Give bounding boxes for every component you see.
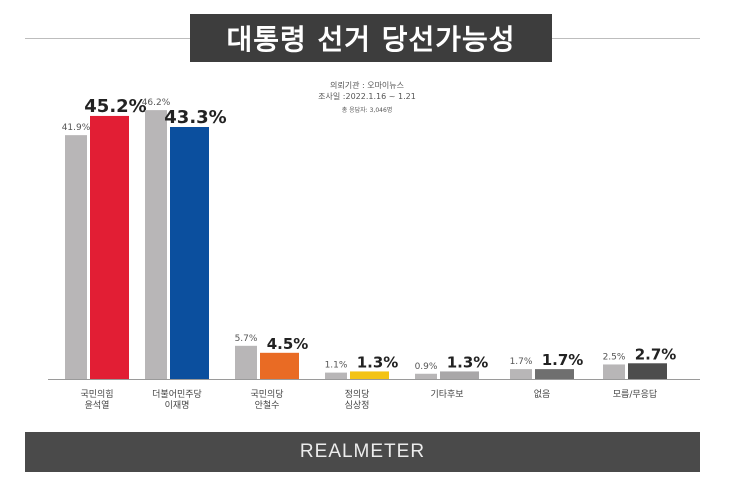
bar-current	[535, 369, 574, 379]
bar-previous	[65, 135, 87, 379]
category-label: 모름/무응답	[613, 388, 657, 400]
data-label-previous: 2.5%	[603, 352, 626, 362]
bar-previous	[415, 373, 437, 379]
survey-client: 의뢰기관 : 오마이뉴스	[329, 81, 405, 90]
data-label-previous: 5.7%	[235, 334, 258, 344]
category-label: 국민의당	[250, 389, 283, 400]
data-label-previous: 46.2%	[142, 98, 171, 108]
data-label-current: 43.3%	[164, 107, 226, 128]
bar-previous	[145, 110, 167, 379]
data-label-current: 1.3%	[357, 353, 399, 371]
data-label-current: 4.5%	[267, 335, 309, 353]
bar-current	[440, 371, 479, 379]
category-label: 없음	[534, 389, 551, 400]
data-label-previous: 1.1%	[325, 361, 348, 371]
bar-current	[628, 363, 667, 379]
data-label-previous: 41.9%	[62, 123, 91, 133]
category-label: 윤석열	[85, 400, 110, 411]
category-label: 정의당	[345, 389, 370, 400]
category-label: 안철수	[255, 400, 280, 411]
survey-info: 의뢰기관 : 오마이뉴스 조사일 :2022.1.16 ~ 1.21 총 응답자…	[312, 80, 422, 116]
category-label: 더불어민주당	[152, 389, 202, 400]
footer-brand: REALMETER	[25, 432, 700, 472]
title-rule-left	[25, 38, 190, 39]
bar-previous	[325, 372, 347, 379]
data-label-current: 1.3%	[447, 353, 489, 371]
bar-previous	[235, 345, 257, 379]
category-label: 국민의힘	[80, 389, 113, 400]
data-label-previous: 0.9%	[415, 362, 438, 372]
data-label-previous: 1.7%	[510, 357, 533, 367]
bar-current	[350, 371, 389, 379]
chart-title: 대통령 선거 당선가능성	[190, 14, 552, 62]
title-rule-right	[552, 38, 700, 39]
data-label-current: 2.7%	[635, 345, 677, 363]
category-label: 기타후보	[430, 389, 463, 400]
data-label-current: 45.2%	[84, 96, 146, 117]
survey-respondents: 총 응답자: 3,046명	[341, 107, 393, 114]
category-label: 심상정	[345, 400, 370, 411]
bar-current	[170, 126, 209, 379]
data-label-current: 1.7%	[542, 351, 584, 369]
bar-previous	[603, 364, 625, 379]
survey-date: 조사일 :2022.1.16 ~ 1.21	[318, 92, 416, 101]
bar-current	[90, 115, 129, 379]
bar-previous	[510, 369, 532, 379]
category-label: 이재명	[165, 400, 190, 411]
bar-current	[260, 352, 299, 379]
